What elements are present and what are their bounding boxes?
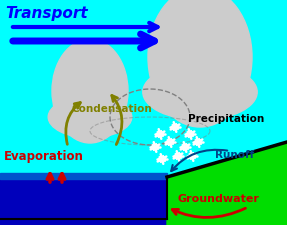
Bar	[0, 173, 167, 179]
Ellipse shape	[52, 40, 128, 143]
Text: Precipitation: Precipitation	[188, 113, 264, 124]
Text: Condensation: Condensation	[72, 104, 153, 113]
Polygon shape	[167, 142, 287, 225]
Text: Runoff: Runoff	[215, 149, 254, 159]
Text: Evaporation: Evaporation	[4, 149, 84, 162]
Ellipse shape	[143, 65, 257, 120]
Text: Transport: Transport	[5, 6, 88, 21]
Ellipse shape	[48, 97, 132, 138]
Ellipse shape	[148, 0, 252, 127]
Bar	[0, 177, 167, 225]
Text: Groundwater: Groundwater	[178, 193, 260, 203]
